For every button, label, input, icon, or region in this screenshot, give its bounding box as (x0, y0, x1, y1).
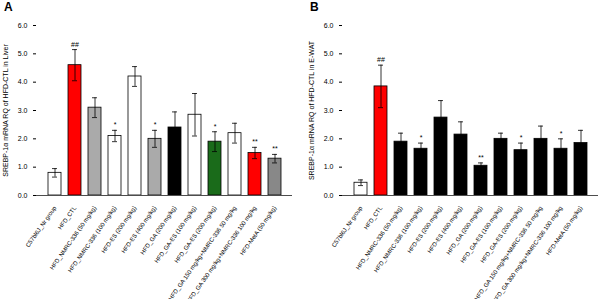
svg-text:HFD-ES (400 mg/kg): HFD-ES (400 mg/kg) (120, 205, 157, 254)
svg-text:HFD-MetA (50 mg/kg): HFD-MetA (50 mg/kg) (545, 205, 583, 256)
svg-text:HFD_GA-ES (200 mg/kg): HFD_GA-ES (200 mg/kg) (479, 205, 524, 265)
svg-text:HFD-ES (400 mg/kg): HFD-ES (400 mg/kg) (426, 205, 463, 254)
svg-text:##: ## (71, 41, 79, 48)
svg-text:4.0: 4.0 (18, 78, 28, 85)
svg-text:**: ** (272, 145, 278, 152)
svg-text:SREBP-1α mRNA RQ of HFD-CTL in: SREBP-1α mRNA RQ of HFD-CTL in Liver (2, 44, 10, 177)
svg-text:5.0: 5.0 (324, 50, 334, 57)
svg-text:*: * (520, 134, 523, 141)
svg-text:1.0: 1.0 (324, 163, 334, 170)
svg-text:HFD_GA-ES (200 mg/kg): HFD_GA-ES (200 mg/kg) (173, 205, 218, 265)
svg-text:6.0: 6.0 (324, 22, 334, 29)
html-text:A: A (4, 0, 13, 14)
svg-text:*: * (560, 130, 563, 137)
svg-text:HFD_GA-ES (100 mg/kg): HFD_GA-ES (100 mg/kg) (153, 205, 198, 265)
svg-text:HFD_NMRC-336 (100 mg/kg): HFD_NMRC-336 (100 mg/kg) (373, 205, 424, 274)
svg-text:0.0: 0.0 (324, 192, 334, 199)
svg-text:3.0: 3.0 (18, 107, 28, 114)
svg-text:HFD_NMRC-336 (50 mg/kg): HFD_NMRC-336 (50 mg/kg) (354, 205, 404, 271)
svg-text:2.0: 2.0 (18, 135, 28, 142)
svg-text:##: ## (377, 56, 385, 63)
svg-text:*: * (420, 134, 423, 141)
svg-text:HFD_GA-ES (100 mg/kg): HFD_GA-ES (100 mg/kg) (459, 205, 504, 265)
svg-text:SREBP-1α mRNA RQ of HFD-CTL in: SREBP-1α mRNA RQ of HFD-CTL in E-WAT (308, 40, 316, 180)
svg-text:*: * (114, 121, 117, 128)
svg-text:0.0: 0.0 (18, 192, 28, 199)
svg-text:4.0: 4.0 (324, 78, 334, 85)
svg-text:2.0: 2.0 (324, 135, 334, 142)
svg-text:1.0: 1.0 (18, 163, 28, 170)
svg-text:HFD-MetA (50 mg/kg): HFD-MetA (50 mg/kg) (239, 205, 277, 256)
svg-text:HFD_CTL: HFD_CTL (57, 204, 78, 230)
svg-text:HFD-ES (200 mg/kg): HFD-ES (200 mg/kg) (406, 205, 443, 254)
svg-text:HFD_NMRC-336 (100 mg/kg): HFD_NMRC-336 (100 mg/kg) (67, 205, 118, 274)
svg-text:C57bl6J_Nr group: C57bl6J_Nr group (25, 204, 58, 248)
svg-text:**: ** (478, 154, 484, 161)
svg-text:C57bl6J_Nr group: C57bl6J_Nr group (331, 204, 364, 248)
svg-text:HFD_GA (200 mg/kg): HFD_GA (200 mg/kg) (445, 205, 483, 256)
svg-text:*: * (154, 121, 157, 128)
svg-text:3.0: 3.0 (324, 107, 334, 114)
svg-text:5.0: 5.0 (18, 50, 28, 57)
svg-text:**: ** (252, 138, 258, 145)
svg-text:HFD-ES (200 mg/kg): HFD-ES (200 mg/kg) (100, 205, 137, 254)
svg-text:HFD_NMRC-336 (50 mg/kg): HFD_NMRC-336 (50 mg/kg) (48, 205, 98, 271)
html-text:B: B (310, 0, 319, 14)
svg-text:HFD_CTL: HFD_CTL (363, 204, 384, 230)
svg-text:*: * (214, 123, 217, 130)
svg-text:HFD_GA (200 mg/kg): HFD_GA (200 mg/kg) (139, 205, 177, 256)
svg-text:6.0: 6.0 (18, 22, 28, 29)
